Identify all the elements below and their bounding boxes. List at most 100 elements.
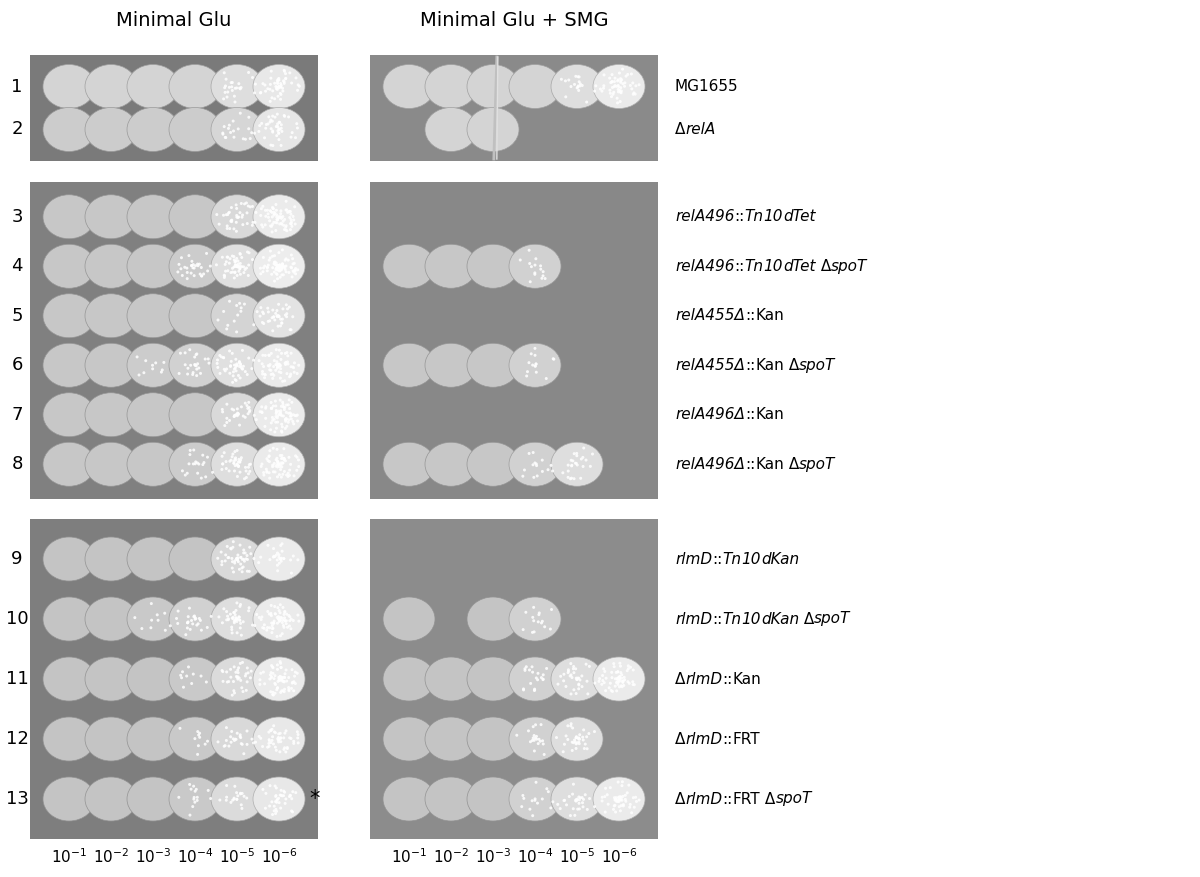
Circle shape [269,368,271,371]
Circle shape [278,398,282,402]
Circle shape [259,91,262,95]
Circle shape [278,619,282,622]
Circle shape [233,259,235,261]
Circle shape [284,420,287,423]
Circle shape [534,737,536,739]
Circle shape [583,793,587,796]
Circle shape [209,265,212,267]
Circle shape [176,610,180,612]
Circle shape [277,132,281,135]
Circle shape [264,354,266,357]
Bar [370,519,658,839]
Circle shape [278,265,281,267]
Circle shape [282,748,286,751]
Circle shape [276,81,280,84]
Circle shape [246,554,248,557]
Circle shape [270,604,272,607]
Circle shape [232,370,235,374]
Circle shape [244,268,246,271]
Circle shape [184,363,187,367]
Circle shape [260,370,264,373]
Circle shape [234,456,238,460]
Circle shape [278,731,282,735]
Circle shape [233,798,235,801]
Circle shape [268,745,271,748]
Circle shape [632,683,636,686]
Circle shape [618,89,622,92]
Text: Tn: Tn [745,259,763,274]
Circle shape [240,86,242,89]
Circle shape [253,91,256,95]
Circle shape [277,617,281,620]
Circle shape [276,460,280,464]
Ellipse shape [127,442,179,486]
Circle shape [272,555,275,559]
Circle shape [281,461,284,465]
Circle shape [288,398,290,402]
Circle shape [288,456,290,459]
Circle shape [614,800,618,802]
Text: Kan: Kan [755,457,784,472]
Circle shape [242,795,246,798]
Text: Tn: Tn [722,611,742,626]
Circle shape [229,364,232,367]
Circle shape [270,801,274,803]
Circle shape [271,464,274,467]
Circle shape [533,688,536,690]
Circle shape [276,324,280,328]
Circle shape [534,365,536,367]
Circle shape [238,676,241,680]
Circle shape [223,136,227,139]
Circle shape [240,310,242,313]
Circle shape [298,465,300,468]
Circle shape [593,731,596,733]
Circle shape [190,264,193,267]
Circle shape [282,224,286,227]
Circle shape [235,216,239,218]
Circle shape [272,694,275,696]
Circle shape [283,617,286,619]
Circle shape [623,82,626,84]
Circle shape [235,364,239,367]
Circle shape [283,362,287,365]
Circle shape [228,350,232,353]
Circle shape [277,217,280,219]
Ellipse shape [127,717,179,761]
Circle shape [292,315,294,318]
Circle shape [221,462,224,466]
Circle shape [186,267,188,269]
Circle shape [581,685,583,688]
Circle shape [239,792,242,795]
Circle shape [238,458,240,460]
Circle shape [577,682,581,686]
Circle shape [286,680,288,682]
Circle shape [236,374,240,377]
Circle shape [222,132,224,136]
Circle shape [274,254,276,257]
Circle shape [275,267,277,271]
Circle shape [559,807,562,810]
Circle shape [269,729,272,731]
Circle shape [563,799,565,802]
Circle shape [234,367,236,369]
Circle shape [288,71,292,75]
Text: $10^{-2}$: $10^{-2}$ [433,848,469,866]
Circle shape [223,367,226,371]
Circle shape [259,214,263,217]
Circle shape [247,264,251,267]
Circle shape [294,267,298,270]
Circle shape [292,619,295,622]
Circle shape [238,360,241,363]
Circle shape [292,262,294,266]
Circle shape [571,749,574,752]
Circle shape [277,86,281,89]
Circle shape [276,421,280,424]
Circle shape [240,366,242,369]
Circle shape [612,662,616,665]
Circle shape [138,374,140,376]
Ellipse shape [211,343,263,388]
Circle shape [272,262,276,266]
Circle shape [280,267,282,271]
Circle shape [575,800,577,802]
Circle shape [235,557,239,560]
